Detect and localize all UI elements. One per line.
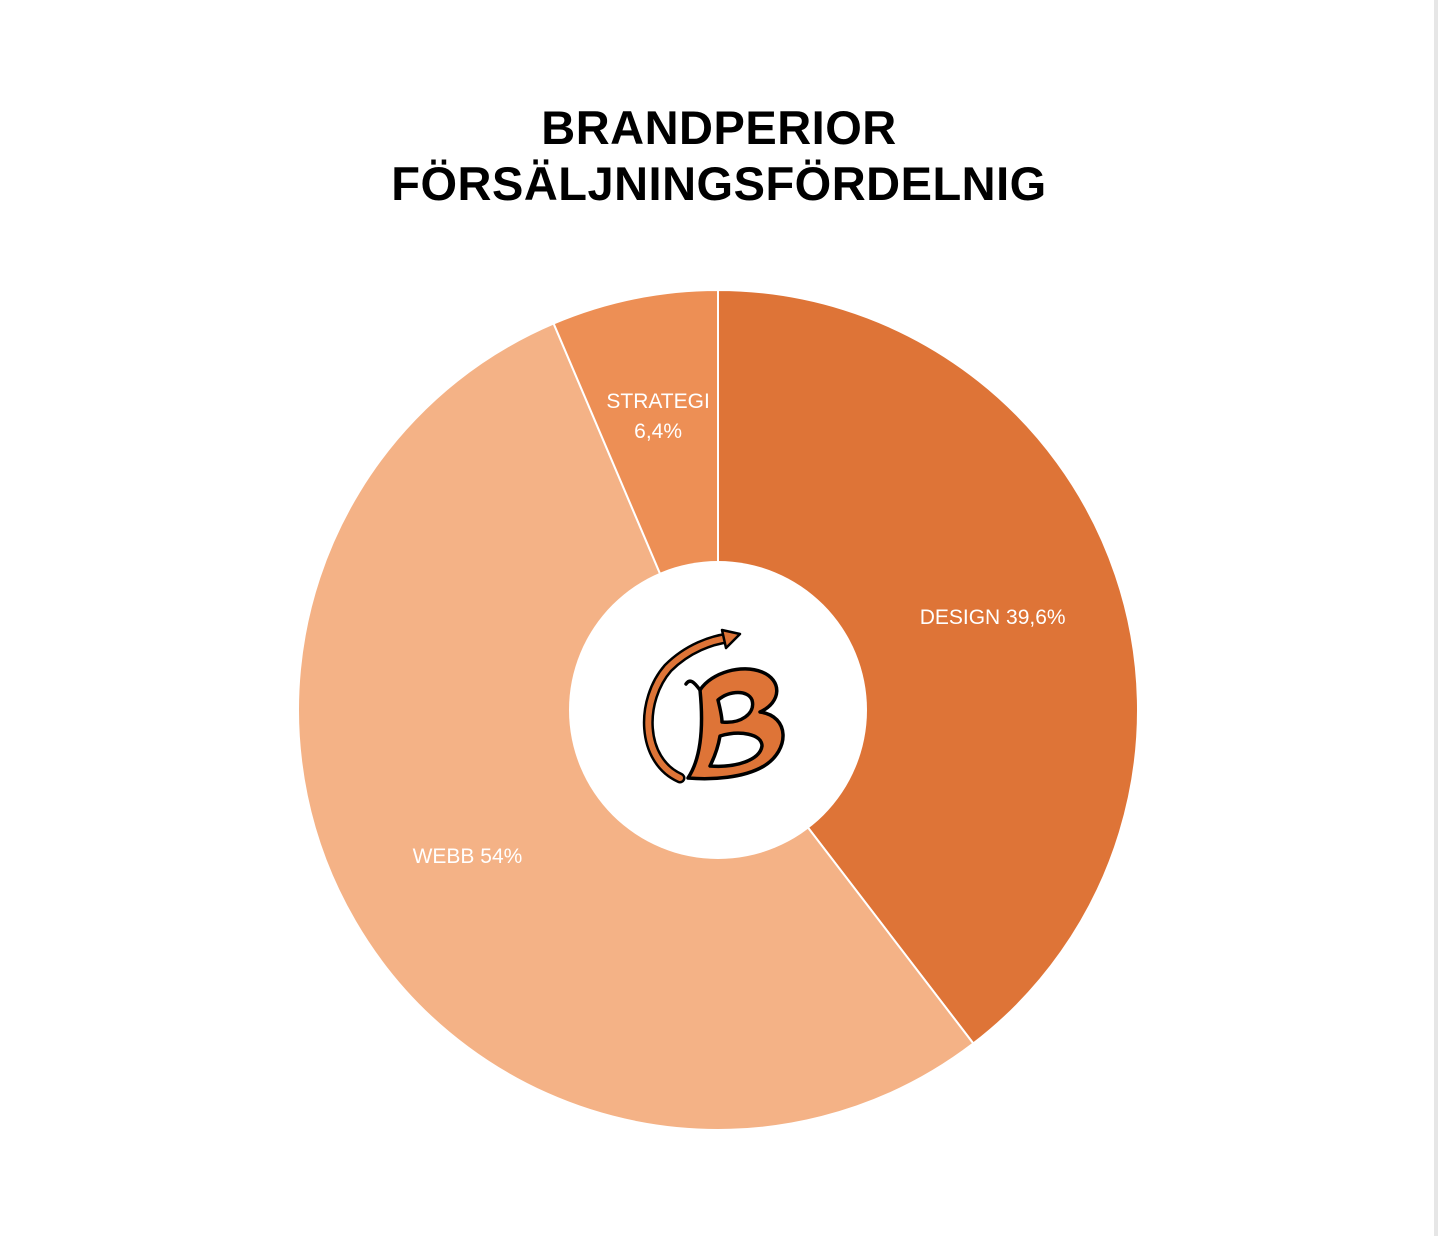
slice-label-line: DESIGN 39,6% xyxy=(920,606,1066,629)
slice-label-line: WEBB 54% xyxy=(413,845,523,868)
page-edge xyxy=(1434,0,1438,1236)
chart-title: BRANDPERIOR FÖRSÄLJNINGSFÖRDELNIG xyxy=(0,100,1438,212)
chart-title-line-2: FÖRSÄLJNINGSFÖRDELNIG xyxy=(391,157,1047,210)
chart-title-line-1: BRANDPERIOR xyxy=(541,101,897,154)
slice-label-webb: WEBB 54% xyxy=(413,845,523,868)
slice-label-design: DESIGN 39,6% xyxy=(920,606,1066,629)
slice-label-line: 6,4% xyxy=(634,420,682,443)
b-monogram-logo-icon xyxy=(642,628,785,784)
slice-label-line: STRATEGI xyxy=(606,390,709,413)
slice-label-strategi: STRATEGI 6,4% xyxy=(606,390,709,443)
slice-labels: DESIGN 39,6% WEBB 54% STRATEGI 6,4% xyxy=(413,390,1066,868)
slice-design xyxy=(717,288,1139,1045)
